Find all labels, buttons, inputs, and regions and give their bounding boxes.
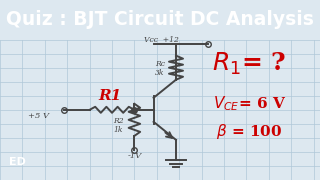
Text: -1V: -1V: [127, 152, 141, 160]
Text: Vcc  +12: Vcc +12: [144, 36, 179, 44]
Text: R1: R1: [99, 89, 122, 103]
Text: $R_1$= ?: $R_1$= ?: [212, 51, 287, 77]
Text: R2
1k: R2 1k: [113, 117, 124, 134]
Text: +5 V: +5 V: [28, 112, 49, 120]
Text: $V_{CE}$= 6 V: $V_{CE}$= 6 V: [213, 94, 286, 113]
Text: Quiz : BJT Circuit DC Analysis: Quiz : BJT Circuit DC Analysis: [6, 10, 314, 29]
Text: Rc
3k: Rc 3k: [155, 60, 165, 77]
Text: ED: ED: [9, 157, 26, 167]
Text: $\beta$ = 100: $\beta$ = 100: [216, 122, 283, 141]
